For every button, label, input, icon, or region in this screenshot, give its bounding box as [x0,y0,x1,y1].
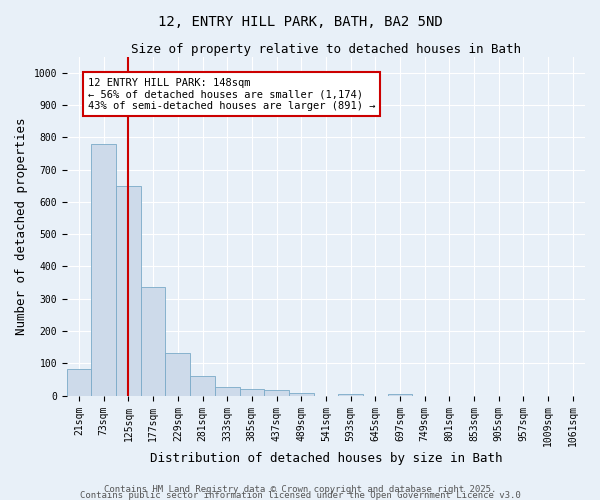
Bar [190,376,215,396]
Bar [166,352,190,396]
X-axis label: Distribution of detached houses by size in Bath: Distribution of detached houses by size … [149,452,502,465]
Bar [215,387,239,396]
Text: Contains HM Land Registry data © Crown copyright and database right 2025.: Contains HM Land Registry data © Crown c… [104,486,496,494]
Text: Contains public sector information licensed under the Open Government Licence v3: Contains public sector information licen… [80,492,520,500]
Bar [388,394,412,396]
Bar [67,369,91,396]
Bar [91,144,116,396]
Y-axis label: Number of detached properties: Number of detached properties [15,118,28,335]
Bar [338,394,363,396]
Bar [239,389,264,396]
Bar [116,186,141,396]
Title: Size of property relative to detached houses in Bath: Size of property relative to detached ho… [131,42,521,56]
Bar [264,390,289,396]
Bar [289,393,314,396]
Text: 12 ENTRY HILL PARK: 148sqm
← 56% of detached houses are smaller (1,174)
43% of s: 12 ENTRY HILL PARK: 148sqm ← 56% of deta… [88,78,375,111]
Text: 12, ENTRY HILL PARK, BATH, BA2 5ND: 12, ENTRY HILL PARK, BATH, BA2 5ND [158,15,442,29]
Bar [141,288,166,396]
